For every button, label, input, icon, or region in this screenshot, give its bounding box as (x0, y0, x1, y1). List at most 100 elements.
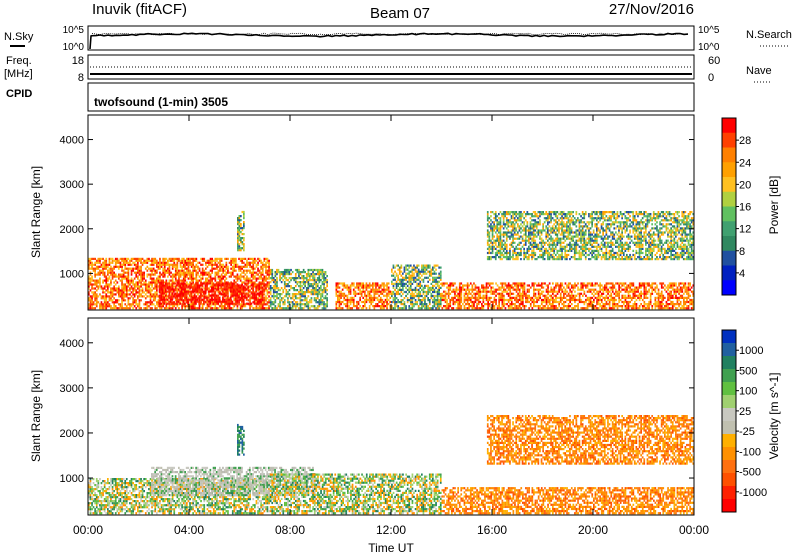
echo-cell (265, 264, 267, 266)
echo-cell (227, 303, 229, 305)
echo-cell (404, 291, 406, 293)
echo-cell (636, 287, 638, 289)
echo-cell (289, 285, 291, 287)
echo-cell (188, 272, 190, 274)
echo-cell (435, 277, 437, 279)
echo-cell (419, 299, 421, 301)
echo-cell (230, 276, 232, 278)
echo-cell (197, 291, 199, 293)
echo-cell (227, 270, 229, 272)
echo-cell (606, 301, 608, 303)
echo-cell (164, 264, 166, 266)
echo-cell (121, 299, 123, 301)
echo-cell (375, 284, 377, 286)
echo-cell (140, 293, 142, 295)
echo-cell (560, 301, 562, 303)
echo-cell (555, 282, 557, 284)
echo-cell (224, 284, 226, 286)
echo-cell (322, 303, 324, 305)
echo-cell (176, 293, 178, 295)
echo-cell (210, 260, 212, 262)
echo-cell (268, 285, 270, 287)
echo-cell (238, 270, 240, 272)
echo-cell (457, 307, 459, 309)
echo-cell (336, 291, 338, 293)
echo-cell (472, 291, 474, 293)
echo-cell (199, 305, 201, 307)
echo-cell (664, 284, 666, 286)
echo-cell (255, 288, 257, 290)
echo-cell (268, 283, 270, 285)
echo-cell (96, 301, 98, 303)
echo-cell (293, 299, 295, 301)
echo-cell (267, 301, 269, 303)
echo-cell (173, 282, 175, 284)
echo-cell (166, 272, 168, 274)
echo-cell (520, 301, 522, 303)
echo-cell (629, 282, 631, 284)
echo-cell (237, 229, 239, 231)
echo-cell (372, 305, 374, 307)
echo-cell (604, 305, 606, 307)
echo-cell (235, 291, 237, 293)
echo-cell (667, 289, 669, 291)
echo-cell (191, 276, 193, 278)
echo-cell (303, 269, 305, 271)
echo-cell (599, 299, 601, 301)
echo-cell (337, 297, 339, 299)
echo-cell (391, 271, 393, 273)
echo-cell (314, 297, 316, 299)
echo-cell (621, 297, 623, 299)
echo-cell (169, 280, 171, 282)
echo-cell (129, 283, 131, 285)
echo-cell (135, 266, 137, 268)
echo-cell (221, 280, 223, 282)
echo-cell (535, 282, 537, 284)
echo-cell (325, 307, 327, 309)
echo-cell (243, 237, 245, 239)
echo-cell (306, 273, 308, 275)
echo-cell (483, 299, 485, 301)
echo-cell (312, 271, 314, 273)
echo-cell (498, 295, 500, 297)
echo-cell (242, 227, 244, 229)
echo-cell (418, 289, 420, 291)
echo-cell (257, 258, 259, 260)
echo-cell (128, 274, 130, 276)
echo-cell (405, 269, 407, 271)
echo-cell (105, 268, 107, 270)
echo-cell (178, 288, 180, 290)
echo-cell (552, 307, 554, 309)
echo-cell (591, 293, 593, 295)
echo-cell (260, 299, 262, 301)
echo-cell (655, 303, 657, 305)
echo-cell (404, 305, 406, 307)
echo-cell (573, 307, 575, 309)
echo-cell (124, 283, 126, 285)
echo-cell (121, 285, 123, 287)
echo-cell (188, 268, 190, 270)
echo-cell (397, 275, 399, 277)
echo-cell (475, 299, 477, 301)
echo-cell (227, 258, 229, 260)
echo-cell (140, 266, 142, 268)
echo-cell (158, 266, 160, 268)
echo-cell (350, 299, 352, 301)
echo-cell (308, 271, 310, 273)
echo-cell (656, 284, 658, 286)
echo-cell (528, 301, 530, 303)
echo-cell (238, 297, 240, 299)
echo-cell (240, 225, 242, 227)
echo-cell (159, 280, 161, 282)
echo-cell (340, 303, 342, 305)
echo-cell (487, 297, 489, 299)
echo-cell (435, 279, 437, 281)
echo-cell (235, 264, 237, 266)
echo-cell (317, 307, 319, 309)
echo-cell (413, 303, 415, 305)
echo-cell (396, 287, 398, 289)
echo-cell (105, 301, 107, 303)
echo-cell (303, 307, 305, 309)
echo-cell (306, 299, 308, 301)
echo-cell (140, 278, 142, 280)
